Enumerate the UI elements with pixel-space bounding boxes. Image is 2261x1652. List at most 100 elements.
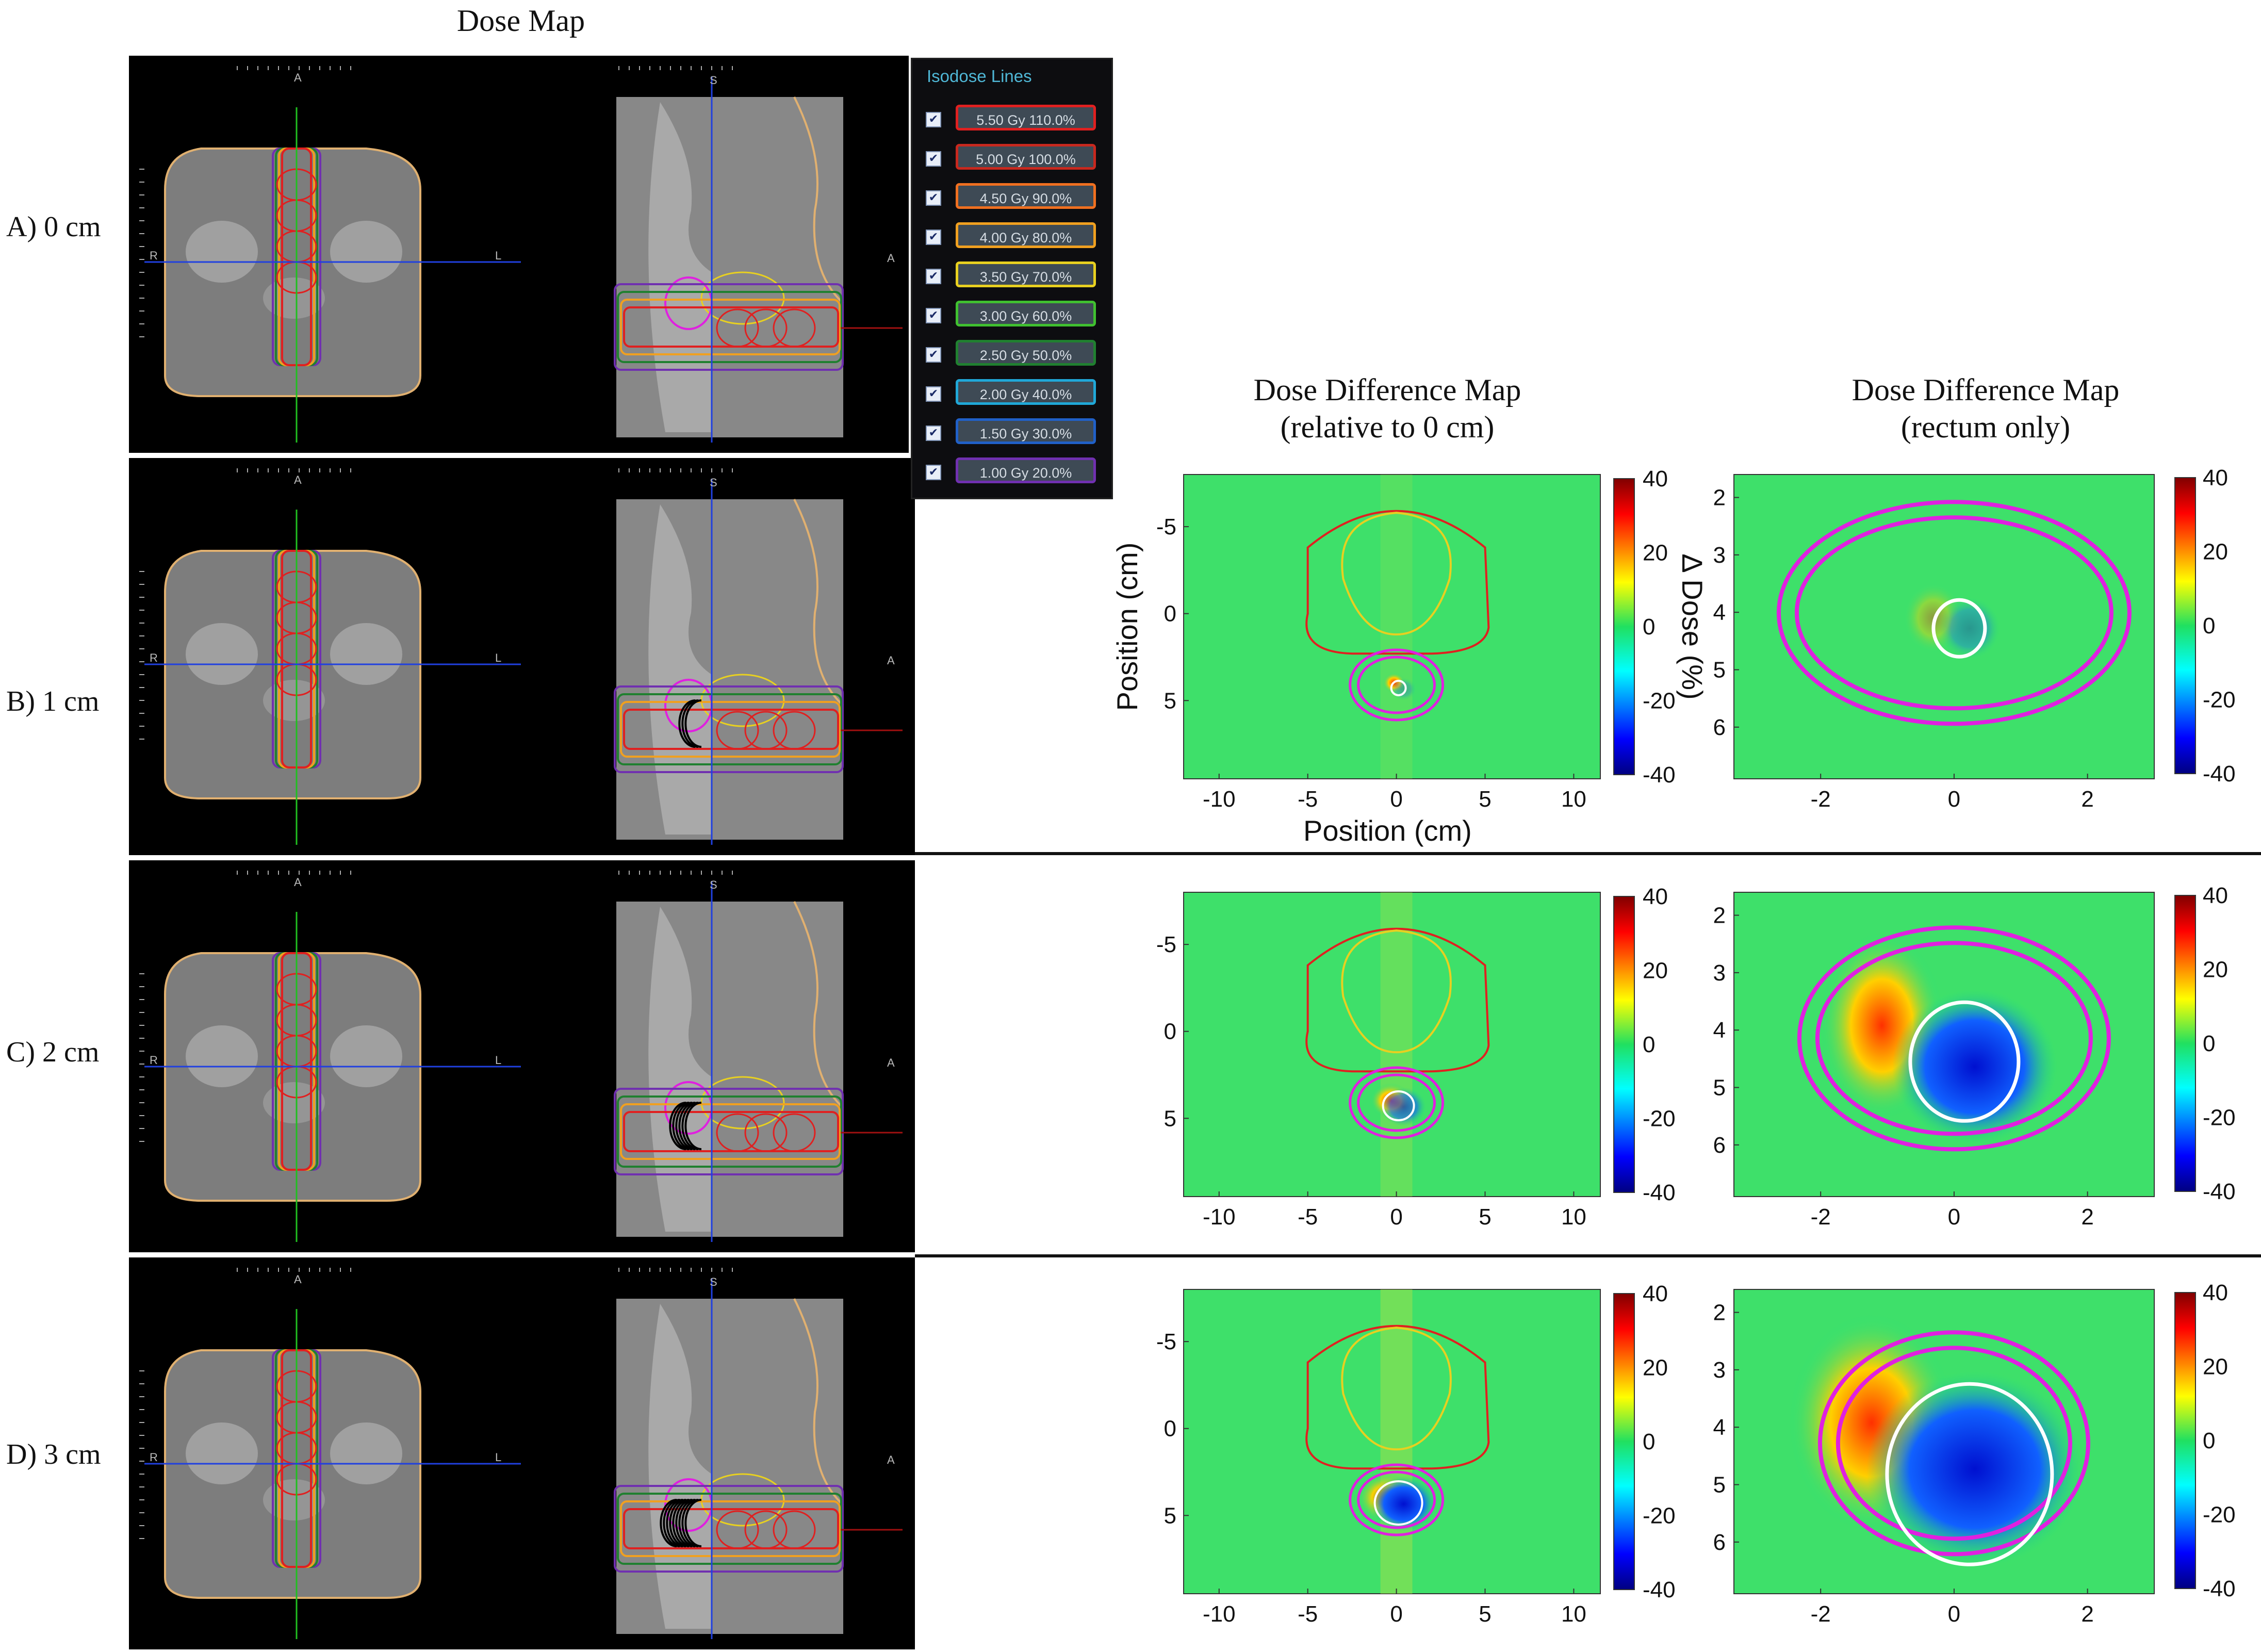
diff-map-field xyxy=(1183,1289,1601,1594)
row-label-b: B) 1 cm xyxy=(6,685,100,717)
colorbar-tick-label: -40 xyxy=(1643,1577,1676,1602)
checkbox-icon[interactable]: ✔ xyxy=(926,151,941,167)
isodose-line xyxy=(620,701,841,758)
isodose-legend-item: ✔ 5.00 Gy 100.0% xyxy=(923,142,1103,174)
colorbar-tick-label: 40 xyxy=(1643,466,1668,492)
rectum-map-field xyxy=(1733,892,2155,1197)
rectum-contour xyxy=(1349,1066,1445,1139)
checkbox-icon[interactable]: ✔ xyxy=(926,347,941,363)
view-marker-left: L xyxy=(495,1054,501,1067)
isodose-line xyxy=(623,306,839,348)
axial-bone xyxy=(186,221,258,283)
x-tick-label: 2 xyxy=(2081,787,2093,812)
view-marker-anterior: A xyxy=(294,71,302,84)
prostate-contour xyxy=(1341,929,1452,1054)
isodose-line xyxy=(716,1113,759,1152)
isodose-line xyxy=(623,1111,839,1152)
axial-bone xyxy=(186,1422,258,1484)
dose-coldspot xyxy=(1370,1476,1437,1532)
checkbox-icon[interactable]: ✔ xyxy=(926,230,941,245)
y-tick-label: -5 xyxy=(1156,932,1176,957)
checkbox-icon[interactable]: ✔ xyxy=(926,112,941,127)
rectum-diff-title-line1: Dose Difference Map xyxy=(1852,373,2120,407)
colorbar-tick-label: 20 xyxy=(1643,1355,1668,1381)
checkbox-icon[interactable]: ✔ xyxy=(926,190,941,206)
checkbox-icon[interactable]: ✔ xyxy=(926,308,941,323)
axial-bone xyxy=(186,1025,258,1087)
isodose-line xyxy=(620,299,841,355)
y-tick-label: 3 xyxy=(1713,543,1726,568)
colorbar-tick-label: 20 xyxy=(2203,1354,2228,1380)
x-tick-label: 10 xyxy=(1561,787,1586,812)
colorbar-tick-label: -20 xyxy=(2203,1502,2236,1528)
bladder-contour xyxy=(1305,927,1490,1073)
isodose-legend-item: ✔ 5.50 Gy 110.0% xyxy=(923,103,1103,135)
isodose-swatch: 5.50 Gy 110.0% xyxy=(956,105,1096,130)
view-marker-right: R xyxy=(150,1054,158,1067)
isodose-line xyxy=(773,711,816,750)
isodose-legend-item: ✔ 1.50 Gy 30.0% xyxy=(923,416,1103,448)
colorbar-tick-label: 40 xyxy=(2203,465,2228,490)
x-tick-label: 5 xyxy=(1479,1204,1491,1230)
diff-map-stripe xyxy=(1380,475,1413,779)
isodose-swatch: 2.50 Gy 50.0% xyxy=(956,340,1096,366)
view-marker-left: L xyxy=(495,651,501,664)
bladder-contour xyxy=(1305,1324,1490,1470)
colorbar-tick-label: 20 xyxy=(2203,957,2228,983)
y-tick-label: -5 xyxy=(1156,514,1176,539)
checkbox-icon[interactable]: ✔ xyxy=(926,269,941,284)
isodose-line xyxy=(773,1510,816,1549)
isodose-legend-item: ✔ 3.50 Gy 70.0% xyxy=(923,259,1103,291)
applicator-shadow xyxy=(678,699,696,748)
prostate-contour xyxy=(1341,512,1452,636)
isodose-line xyxy=(614,685,844,773)
y-tick-label: 5 xyxy=(1164,1503,1176,1528)
isodose-line xyxy=(617,1095,842,1168)
y-tick-label: 6 xyxy=(1713,1133,1726,1158)
dose-diff-title: Dose Difference Map (relative to 0 cm) xyxy=(1186,371,1588,446)
isodose-legend-title: Isodose Lines xyxy=(927,67,1032,86)
colorbar-tick-label: 40 xyxy=(1643,884,1668,909)
diff-map-stripe xyxy=(1380,892,1413,1197)
y-tick-label: 5 xyxy=(1164,688,1176,713)
applicator-shadow xyxy=(675,1102,693,1150)
applicator-shadow xyxy=(684,699,702,748)
sagittal-outline xyxy=(793,901,844,1109)
y-tick-label: 5 xyxy=(1713,1075,1726,1100)
x-tick-label: -5 xyxy=(1298,1601,1318,1627)
x-tick-label: -10 xyxy=(1203,1204,1236,1230)
isodose-line xyxy=(614,1088,844,1175)
colorbar-tick-label: 0 xyxy=(2203,613,2215,639)
view-marker-left: L xyxy=(495,1451,501,1464)
panel-separator xyxy=(129,855,913,859)
diff-map-field xyxy=(1183,892,1601,1197)
x-tick-label: -5 xyxy=(1298,787,1318,812)
applicator-shadow xyxy=(669,1102,686,1150)
checkbox-icon[interactable]: ✔ xyxy=(926,386,941,402)
row-separator xyxy=(915,852,2261,855)
diff-map-field xyxy=(1183,474,1601,779)
checkbox-icon[interactable]: ✔ xyxy=(926,426,941,441)
view-marker-superior: S xyxy=(710,74,717,87)
axial-body xyxy=(164,148,421,397)
dose-hotspot xyxy=(1789,1314,1954,1531)
isodose-line xyxy=(617,1493,842,1565)
x-tick-label: -2 xyxy=(1811,1601,1831,1627)
axial-body xyxy=(164,550,421,799)
isodose-swatch: 3.50 Gy 70.0% xyxy=(956,261,1096,287)
rectum-wall-contour xyxy=(1357,1073,1436,1132)
applicator-shadow xyxy=(681,1102,699,1150)
isodose-line xyxy=(716,711,759,750)
isodose-legend-item: ✔ 4.00 Gy 80.0% xyxy=(923,220,1103,252)
y-tick-label: 0 xyxy=(1164,1416,1176,1442)
dose-hotspot xyxy=(1357,1473,1417,1523)
isodose-line xyxy=(614,283,844,371)
isodose-line xyxy=(744,1113,788,1152)
checkbox-icon[interactable]: ✔ xyxy=(926,465,941,480)
rectum-wall-contour xyxy=(1836,1346,2072,1541)
x-tick-label: 0 xyxy=(1390,1204,1402,1230)
y-tick-label: 2 xyxy=(1713,1300,1726,1326)
isodose-line xyxy=(620,1103,841,1160)
rectum-wall-contour xyxy=(1357,656,1436,714)
x-tick-label: 5 xyxy=(1479,787,1491,812)
